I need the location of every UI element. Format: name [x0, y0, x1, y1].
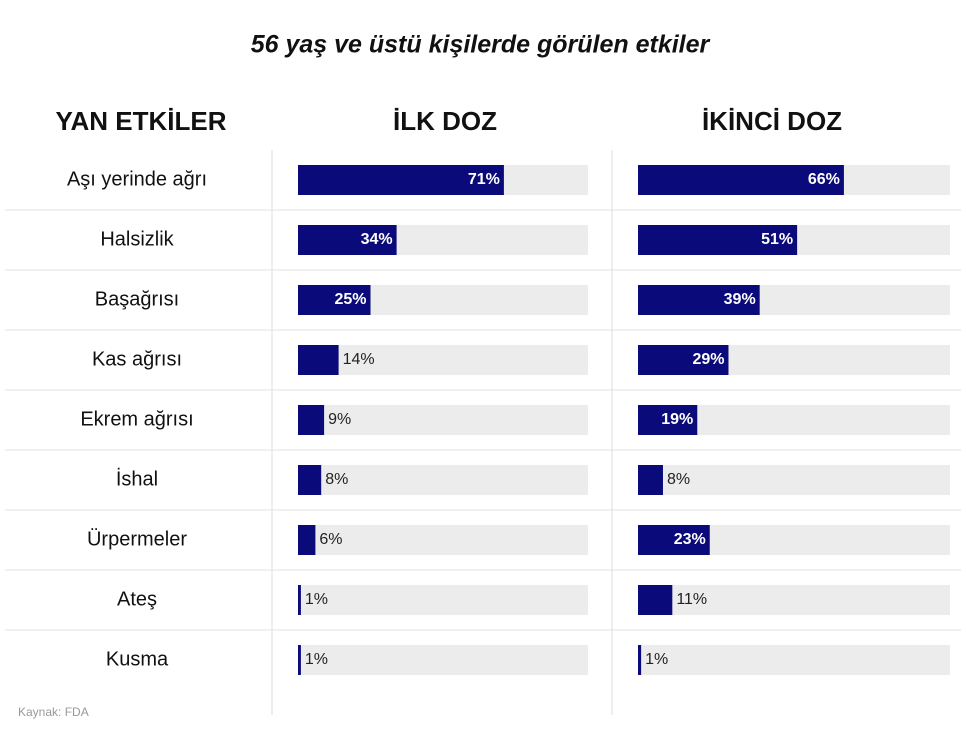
bar — [298, 465, 322, 495]
category-label: Ekrem ağrısı — [80, 408, 193, 430]
value-label: 14% — [343, 351, 375, 368]
bar — [638, 585, 673, 615]
category-label: Aşı yerinde ağrı — [67, 168, 207, 190]
value-label: 39% — [724, 291, 756, 308]
bar — [298, 405, 325, 435]
value-label: 25% — [334, 291, 366, 308]
bar — [638, 225, 798, 255]
column-header: İKİNCİ DOZ — [702, 106, 842, 136]
value-label: 1% — [305, 651, 328, 668]
category-label: İshal — [116, 467, 158, 490]
value-label: 71% — [468, 171, 500, 188]
source: Kaynak: FDA — [18, 705, 89, 719]
value-label: 11% — [676, 591, 707, 608]
bar — [638, 345, 729, 375]
value-label: 1% — [305, 591, 328, 608]
bar-track — [638, 645, 950, 675]
bar — [298, 585, 301, 615]
value-label: 23% — [674, 531, 706, 548]
value-label: 19% — [661, 411, 693, 428]
bar — [638, 645, 642, 675]
bar-track — [298, 645, 588, 675]
row-header: YAN ETKİLER — [56, 106, 227, 136]
bar — [298, 345, 339, 375]
value-label: 34% — [361, 231, 393, 248]
bar — [638, 465, 663, 495]
value-label: 8% — [667, 471, 690, 488]
value-label: 8% — [325, 471, 348, 488]
value-label: 29% — [692, 351, 724, 368]
category-label: Başağrısı — [95, 288, 179, 310]
bar-track — [298, 525, 588, 555]
value-label: 51% — [761, 231, 793, 248]
bar-track — [638, 465, 950, 495]
bar — [638, 165, 844, 195]
bar-track — [638, 585, 950, 615]
bar — [638, 525, 710, 555]
value-label: 6% — [319, 531, 342, 548]
category-label: Kusma — [106, 648, 169, 670]
bar-track — [298, 585, 588, 615]
bar-track — [298, 345, 588, 375]
bar — [638, 405, 698, 435]
bar — [298, 165, 504, 195]
chart-title: 56 yaş ve üstü kişilerde görülen etkiler — [251, 31, 711, 59]
category-label: Halsizlik — [100, 228, 174, 250]
value-label: 66% — [808, 171, 840, 188]
column-header: İLK DOZ — [393, 106, 497, 136]
bar — [638, 285, 760, 315]
bar — [298, 525, 316, 555]
value-label: 1% — [645, 651, 668, 668]
bar-track — [298, 465, 588, 495]
bar — [298, 225, 397, 255]
bar — [298, 285, 371, 315]
category-label: Ürpermeler — [87, 528, 187, 550]
bar — [298, 645, 301, 675]
category-label: Ateş — [117, 588, 157, 610]
value-label: 9% — [328, 411, 351, 428]
bar-track — [298, 405, 588, 435]
category-label: Kas ağrısı — [92, 348, 182, 370]
